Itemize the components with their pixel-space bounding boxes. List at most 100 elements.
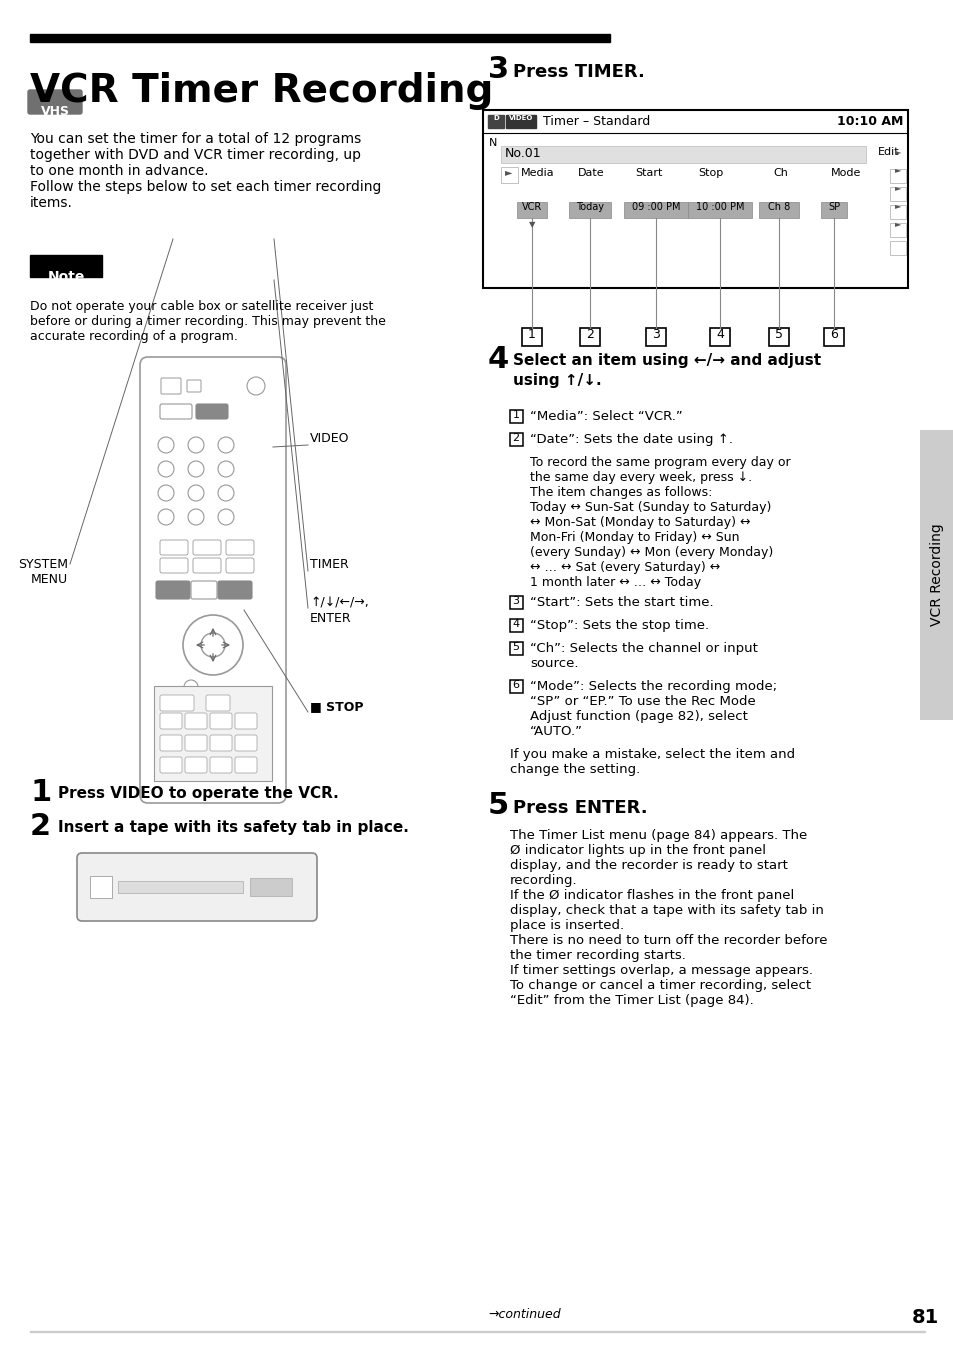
Bar bbox=[510, 596, 522, 608]
Bar bbox=[889, 206, 905, 219]
FancyBboxPatch shape bbox=[226, 558, 253, 573]
Bar bbox=[118, 882, 243, 894]
Text: 4: 4 bbox=[488, 345, 509, 375]
Text: N: N bbox=[489, 138, 497, 147]
FancyBboxPatch shape bbox=[210, 713, 232, 729]
Bar bbox=[30, 34, 609, 42]
Text: accurate recording of a program.: accurate recording of a program. bbox=[30, 330, 237, 343]
FancyBboxPatch shape bbox=[234, 757, 256, 773]
FancyBboxPatch shape bbox=[159, 711, 181, 725]
Text: Press TIMER.: Press TIMER. bbox=[513, 64, 644, 81]
Bar bbox=[517, 201, 546, 218]
Bar bbox=[687, 201, 751, 218]
FancyBboxPatch shape bbox=[211, 691, 233, 704]
Text: D: D bbox=[493, 115, 498, 120]
Text: 5: 5 bbox=[488, 791, 509, 821]
Text: (every Sunday) ↔ Mon (every Monday): (every Sunday) ↔ Mon (every Monday) bbox=[530, 546, 773, 558]
Text: “Mode”: Selects the recording mode;: “Mode”: Selects the recording mode; bbox=[530, 680, 777, 694]
Text: 3: 3 bbox=[652, 329, 659, 341]
FancyBboxPatch shape bbox=[234, 713, 256, 729]
FancyBboxPatch shape bbox=[160, 713, 182, 729]
Bar bbox=[568, 201, 610, 218]
Text: “Edit” from the Timer List (page 84).: “Edit” from the Timer List (page 84). bbox=[510, 994, 753, 1007]
Text: TIMER: TIMER bbox=[310, 558, 349, 571]
FancyBboxPatch shape bbox=[157, 734, 181, 749]
Text: 1: 1 bbox=[528, 329, 536, 341]
FancyBboxPatch shape bbox=[193, 558, 221, 573]
Text: to one month in advance.: to one month in advance. bbox=[30, 164, 209, 178]
Text: No.01: No.01 bbox=[504, 147, 541, 160]
Text: 5: 5 bbox=[774, 329, 782, 341]
Text: display, and the recorder is ready to start: display, and the recorder is ready to st… bbox=[510, 859, 787, 872]
Text: 1 month later ↔ … ↔ Today: 1 month later ↔ … ↔ Today bbox=[530, 576, 700, 589]
Text: ►: ► bbox=[894, 219, 901, 228]
Text: items.: items. bbox=[30, 196, 72, 210]
Text: 4: 4 bbox=[716, 329, 723, 341]
Text: the same day every week, press ↓.: the same day every week, press ↓. bbox=[530, 470, 751, 484]
Text: Today ↔ Sun-Sat (Sunday to Saturday): Today ↔ Sun-Sat (Sunday to Saturday) bbox=[530, 502, 771, 514]
Bar bbox=[510, 642, 522, 654]
Bar bbox=[889, 187, 905, 201]
Bar bbox=[488, 115, 503, 128]
Text: If you make a mistake, select the item and: If you make a mistake, select the item a… bbox=[510, 748, 794, 761]
Text: Mode: Mode bbox=[830, 168, 861, 178]
FancyBboxPatch shape bbox=[28, 91, 82, 114]
FancyBboxPatch shape bbox=[210, 757, 232, 773]
Bar bbox=[823, 329, 843, 346]
Text: If the Ø indicator flashes in the front panel: If the Ø indicator flashes in the front … bbox=[510, 890, 794, 902]
Text: 09 :00 PM: 09 :00 PM bbox=[631, 201, 679, 212]
FancyBboxPatch shape bbox=[206, 695, 230, 711]
FancyBboxPatch shape bbox=[157, 691, 179, 704]
Bar bbox=[153, 685, 272, 781]
FancyBboxPatch shape bbox=[195, 404, 228, 419]
Text: 2: 2 bbox=[585, 329, 594, 341]
Bar bbox=[500, 168, 517, 183]
Text: 5: 5 bbox=[512, 642, 519, 652]
Text: Adjust function (page 82), select: Adjust function (page 82), select bbox=[530, 710, 747, 723]
Text: VCR Recording: VCR Recording bbox=[929, 523, 943, 626]
Text: Stop: Stop bbox=[698, 168, 722, 178]
Bar bbox=[90, 876, 112, 898]
Text: recording.: recording. bbox=[510, 873, 577, 887]
FancyBboxPatch shape bbox=[185, 735, 207, 750]
Bar bbox=[919, 430, 953, 721]
Text: If timer settings overlap, a message appears.: If timer settings overlap, a message app… bbox=[510, 964, 812, 977]
Text: VCR: VCR bbox=[521, 201, 541, 212]
Text: 3: 3 bbox=[488, 55, 509, 84]
Text: 2: 2 bbox=[512, 433, 519, 443]
Text: Do not operate your cable box or satellite receiver just: Do not operate your cable box or satelli… bbox=[30, 300, 373, 314]
Bar bbox=[889, 241, 905, 256]
Text: ↔ … ↔ Sat (every Saturday) ↔: ↔ … ↔ Sat (every Saturday) ↔ bbox=[530, 561, 720, 575]
Text: ►: ► bbox=[894, 165, 901, 174]
Bar bbox=[889, 169, 905, 183]
Text: The Timer List menu (page 84) appears. The: The Timer List menu (page 84) appears. T… bbox=[510, 829, 806, 842]
Text: Insert a tape with its safety tab in place.: Insert a tape with its safety tab in pla… bbox=[58, 821, 409, 836]
FancyBboxPatch shape bbox=[210, 735, 232, 750]
Text: To change or cancel a timer recording, select: To change or cancel a timer recording, s… bbox=[510, 979, 810, 992]
Text: VCR Timer Recording: VCR Timer Recording bbox=[30, 72, 493, 110]
Text: SYSTEM: SYSTEM bbox=[18, 558, 68, 571]
Text: ▼: ▼ bbox=[528, 220, 535, 228]
Text: Select an item using ←/→ and adjust: Select an item using ←/→ and adjust bbox=[513, 353, 821, 368]
Text: display, check that a tape with its safety tab in: display, check that a tape with its safe… bbox=[510, 904, 823, 917]
FancyBboxPatch shape bbox=[185, 757, 207, 773]
FancyBboxPatch shape bbox=[140, 357, 286, 803]
Bar bbox=[482, 110, 907, 288]
Text: ►: ► bbox=[894, 201, 901, 210]
Bar bbox=[521, 329, 541, 346]
Text: place is inserted.: place is inserted. bbox=[510, 919, 623, 932]
Text: 1: 1 bbox=[512, 410, 519, 420]
FancyBboxPatch shape bbox=[234, 735, 256, 750]
FancyBboxPatch shape bbox=[237, 691, 260, 704]
Text: 10 :00 PM: 10 :00 PM bbox=[695, 201, 743, 212]
Text: 6: 6 bbox=[829, 329, 837, 341]
Text: 81: 81 bbox=[911, 1307, 939, 1328]
Bar bbox=[250, 877, 292, 896]
FancyBboxPatch shape bbox=[184, 691, 206, 704]
Text: Edit: Edit bbox=[878, 147, 899, 157]
Text: Mon-Fri (Monday to Friday) ↔ Sun: Mon-Fri (Monday to Friday) ↔ Sun bbox=[530, 531, 739, 544]
Text: Today: Today bbox=[576, 201, 603, 212]
Text: VIDEO: VIDEO bbox=[310, 433, 349, 445]
Text: Start: Start bbox=[635, 168, 661, 178]
Text: “Stop”: Sets the stop time.: “Stop”: Sets the stop time. bbox=[530, 619, 708, 631]
